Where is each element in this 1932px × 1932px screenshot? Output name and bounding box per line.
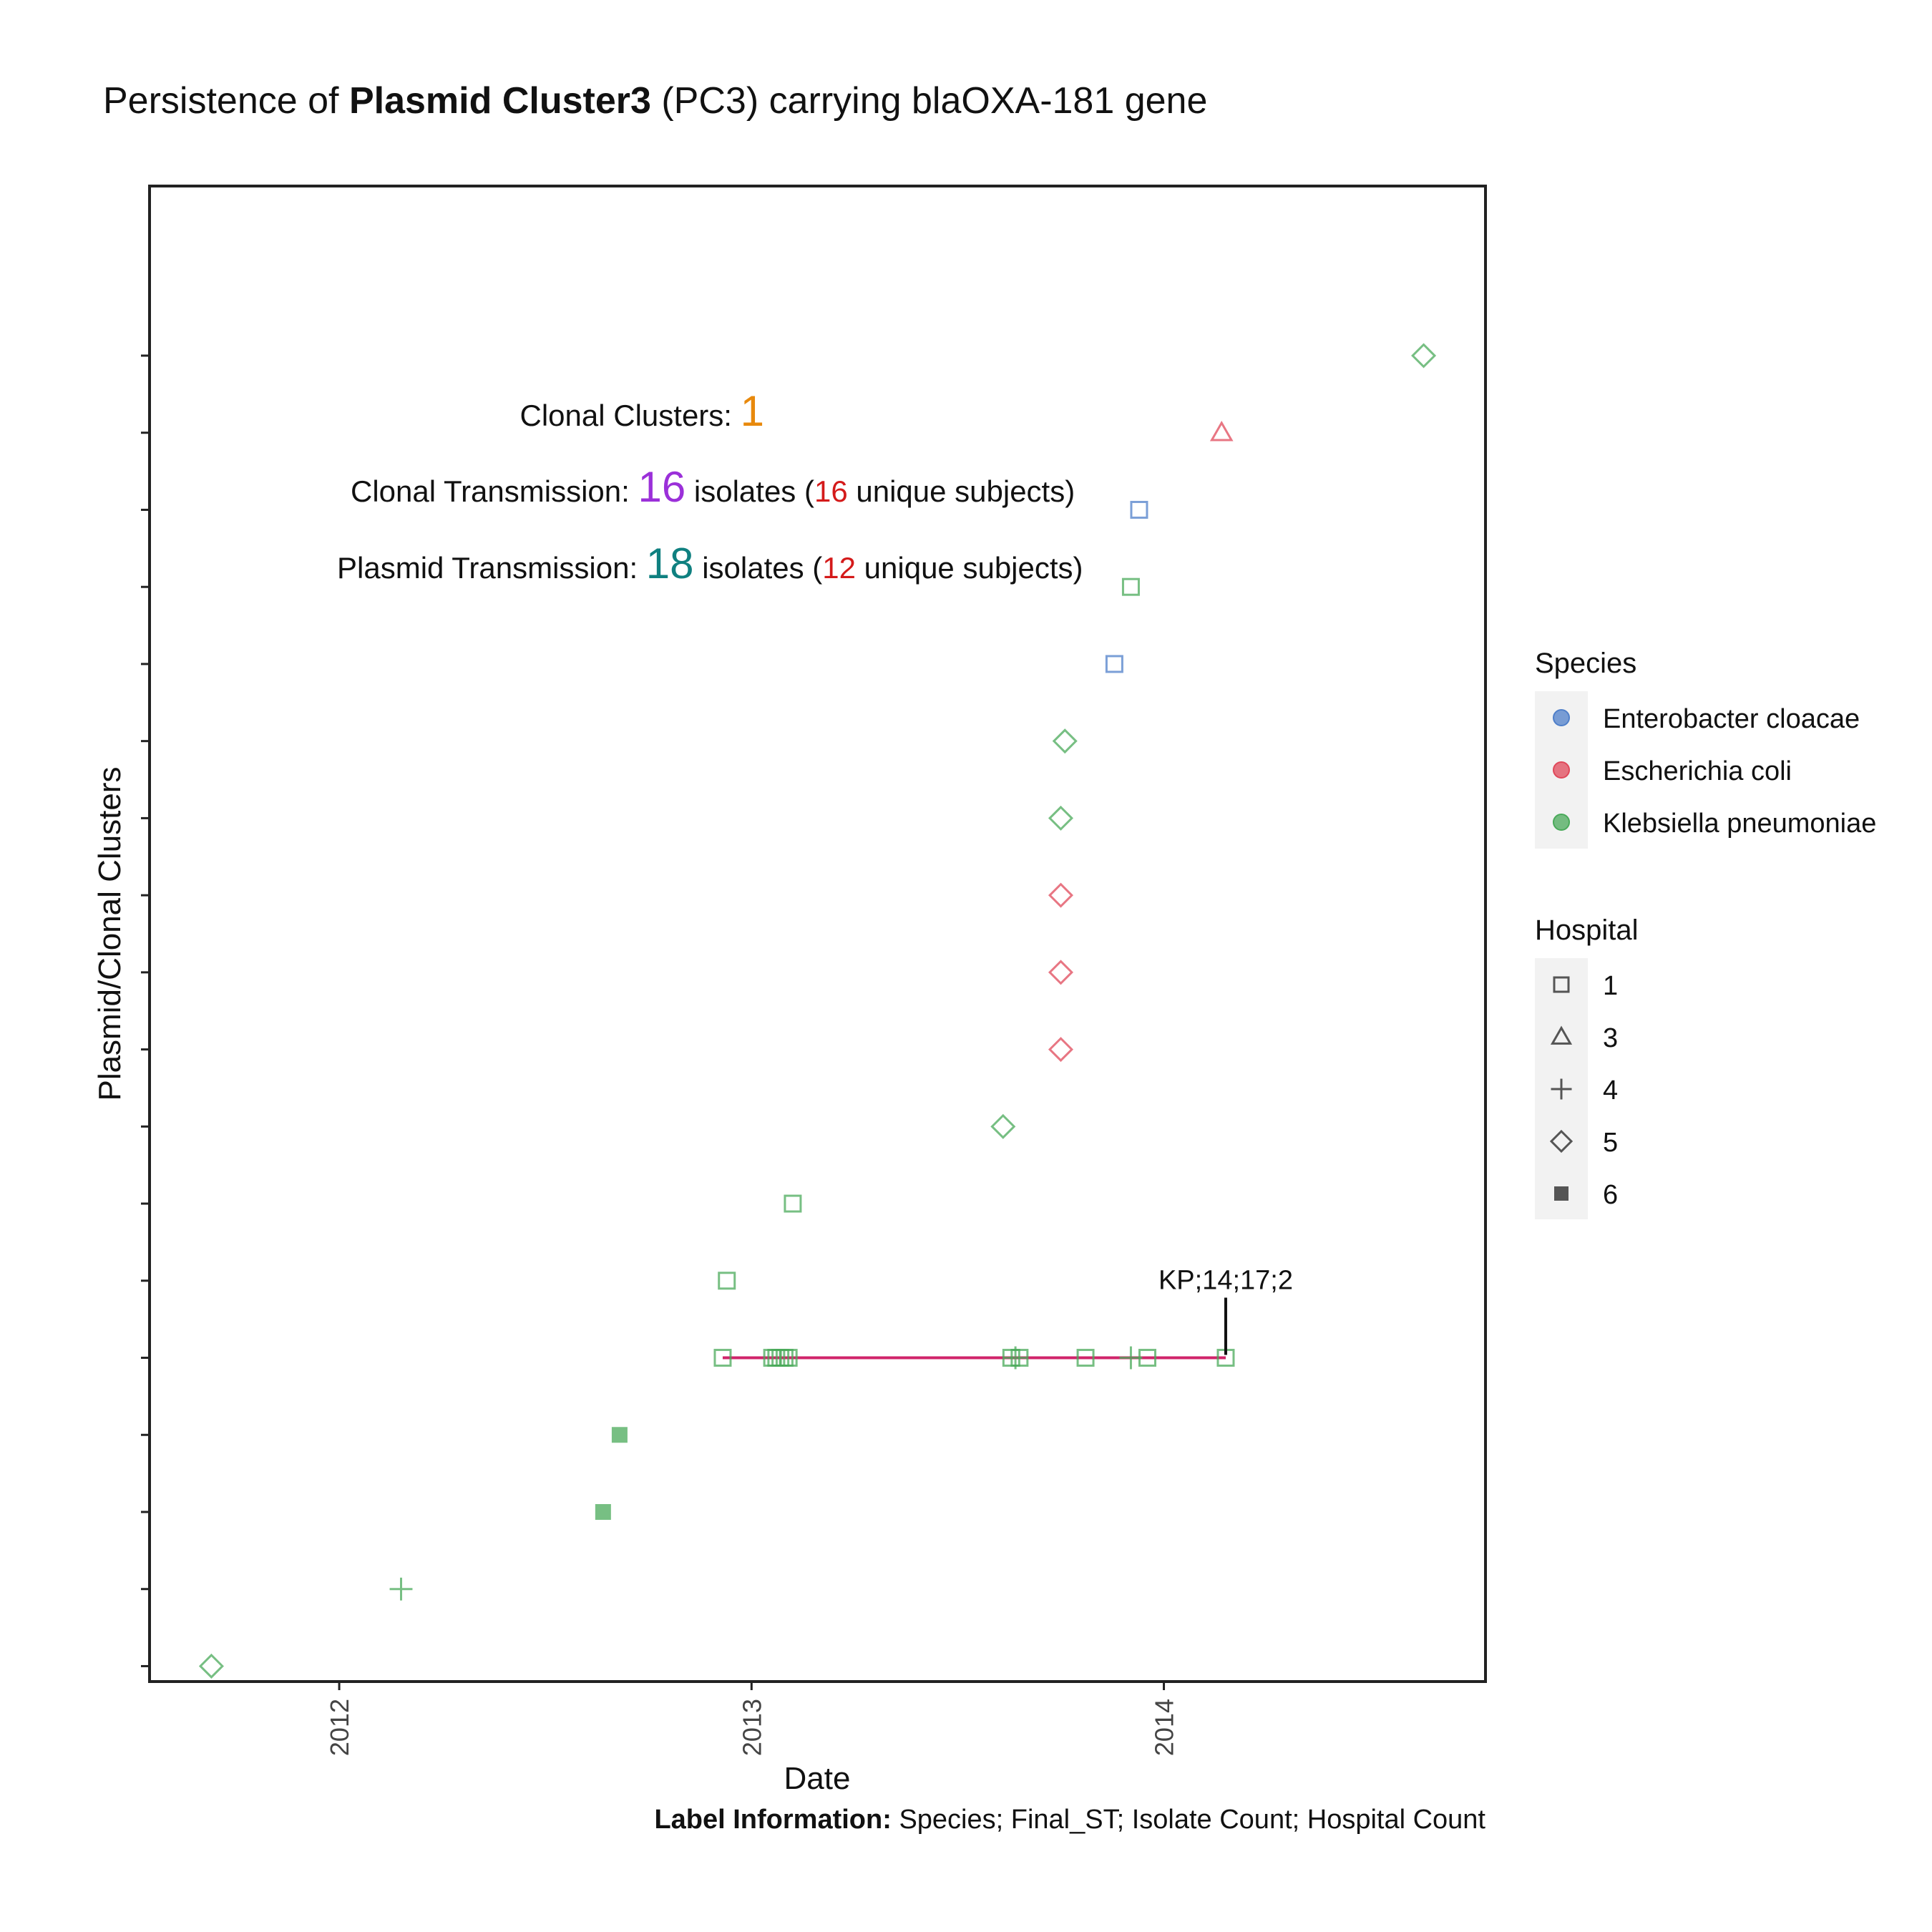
species-legend-key (1553, 814, 1570, 831)
data-point (1209, 420, 1234, 441)
plasmid-transmission-value: 18 (646, 540, 694, 587)
species-legend: Enterobacter cloacae Escherichia coli Kleb… (1553, 704, 1876, 839)
species-legend-title: Species (1535, 648, 1636, 679)
plasmid-transmission-end: unique subjects) (856, 551, 1083, 585)
data-point (1048, 805, 1073, 831)
species-legend-key (1553, 761, 1570, 779)
data-point (1048, 882, 1073, 908)
clonal-clusters-label: Clonal Clusters: (520, 399, 741, 432)
hospital-legend-key (1551, 1078, 1572, 1100)
data-point (718, 1272, 736, 1290)
clonal-clusters-annotation: Clonal Clusters: 1 (520, 387, 764, 435)
data-point (713, 1349, 732, 1367)
data-point (389, 1577, 413, 1601)
hospital-legend-key (1550, 1025, 1573, 1045)
data-point (1052, 728, 1078, 754)
plot-panel (148, 185, 1487, 1683)
segment-label: KP;14;17;2 (1158, 1266, 1293, 1296)
data-point (1138, 1349, 1156, 1367)
data-point (611, 1427, 628, 1443)
clonal-transmission-label: Clonal Transmission: (351, 474, 638, 508)
species-legend-key (1553, 709, 1570, 726)
y-axis-ticks (141, 354, 150, 1667)
hospital-legend-key (1553, 976, 1570, 993)
clonal-clusters-value: 1 (741, 387, 764, 435)
x-axis-title: Date (784, 1761, 851, 1796)
label-information-caption: Label Information: Species; Final_ST; Is… (654, 1805, 1485, 1835)
species-legend-label: Enterobacter cloacae (1603, 704, 1860, 734)
clonal-transmission-mid: isolates ( (686, 474, 814, 508)
species-legend-label: Escherichia coli (1603, 756, 1792, 786)
data-point (1048, 960, 1073, 985)
data-point (1121, 577, 1140, 596)
caption-text: Species; Final_ST; Isolate Count; Hospit… (892, 1805, 1486, 1835)
x-tick-label: 2013 (737, 1699, 766, 1756)
data-point (779, 1349, 798, 1367)
data-point (784, 1194, 802, 1213)
hospital-legend: 1 3 4 5 6 (1549, 971, 1618, 1210)
chart-title-bold: Plasmid Cluster3 (349, 80, 651, 122)
data-point (1411, 343, 1437, 369)
species-legend-label: Klebsiella pneumoniae (1603, 809, 1876, 839)
hospital-legend-title: Hospital (1535, 914, 1639, 946)
data-points (198, 343, 1437, 1679)
x-axis-ticks: 2012 2013 2014 (325, 1682, 1179, 1756)
data-point (1010, 1349, 1029, 1367)
hospital-legend-label: 1 (1603, 971, 1618, 1001)
clonal-transmission-subjects: 16 (814, 474, 848, 508)
clonal-transmission-end: unique subjects) (848, 474, 1075, 508)
clonal-transmission-value: 16 (638, 463, 686, 511)
hospital-legend-label: 3 (1603, 1023, 1618, 1053)
data-point (1048, 1037, 1073, 1063)
data-point (595, 1503, 611, 1520)
chart-title-suffix: (PC3) carrying blaOXA-181 gene (651, 80, 1208, 122)
chart-title: Persistence of Plasmid Cluster3 (PC3) ca… (103, 80, 1207, 122)
hospital-legend-label: 4 (1603, 1075, 1618, 1106)
plasmid-transmission-mid: isolates ( (694, 551, 823, 585)
clonal-transmission-annotation: Clonal Transmission: 16 isolates (16 uni… (351, 463, 1075, 511)
data-point (990, 1113, 1016, 1139)
hospital-legend-key (1554, 1186, 1568, 1201)
x-tick-label: 2012 (325, 1699, 354, 1756)
hospital-legend-key (1549, 1129, 1574, 1153)
data-point (1130, 500, 1148, 519)
data-point (198, 1653, 224, 1679)
plasmid-transmission-annotation: Plasmid Transmission: 18 isolates (12 un… (337, 540, 1083, 587)
plasmid-transmission-label: Plasmid Transmission: (337, 551, 646, 585)
y-axis-title: Plasmid/Clonal Clusters (92, 766, 127, 1101)
plasmid-transmission-subjects: 12 (822, 551, 856, 585)
data-point (1105, 655, 1123, 673)
caption-bold: Label Information: (654, 1805, 891, 1835)
hospital-legend-label: 6 (1603, 1180, 1618, 1210)
x-tick-label: 2014 (1150, 1699, 1179, 1756)
hospital-legend-label: 5 (1603, 1128, 1618, 1158)
chart-title-prefix: Persistence of (103, 80, 349, 122)
data-point (1076, 1349, 1095, 1367)
